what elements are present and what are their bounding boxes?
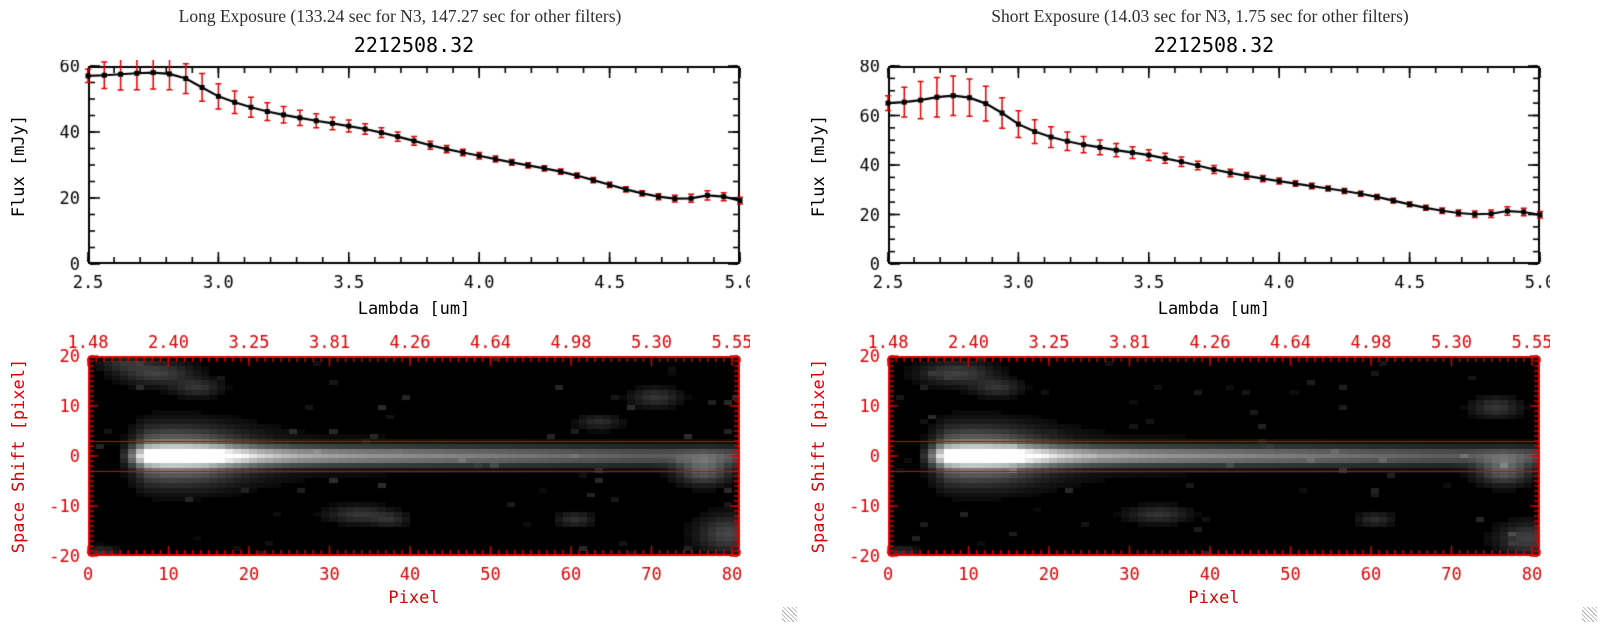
space-shift-axis-label: Space Shift [pixel] <box>9 358 29 554</box>
flux-axis-label: Flux [mJy] <box>9 114 29 218</box>
panel-long-exposure: Long Exposure (133.24 sec for N3, 147.27… <box>9 6 797 622</box>
object-id-title: 2212508.32 <box>353 33 475 57</box>
pixel-axis-label: Pixel <box>1188 588 1240 608</box>
pixel-axis-label: Pixel <box>388 588 440 608</box>
spectrum-plot-canvas-long <box>30 60 750 300</box>
exposure-title: Short Exposure (14.03 sec for N3, 1.75 s… <box>991 6 1409 26</box>
lambda-axis-label: Lambda [um] <box>357 299 471 319</box>
lambda-axis-label: Lambda [um] <box>1157 299 1271 319</box>
spectral-image-canvas-long <box>30 326 750 586</box>
space-shift-axis-label: Space Shift [pixel] <box>809 358 829 554</box>
spectrum-plot-canvas-short <box>830 60 1550 300</box>
object-id-title: 2212508.32 <box>1153 33 1275 57</box>
resize-grip[interactable] <box>1582 607 1597 622</box>
flux-axis-label: Flux [mJy] <box>809 114 829 218</box>
panel-short-exposure: Short Exposure (14.03 sec for N3, 1.75 s… <box>800 0 1600 630</box>
spectral-image-canvas-short <box>830 326 1550 586</box>
resize-grip[interactable] <box>782 607 797 622</box>
exposure-title: Long Exposure (133.24 sec for N3, 147.27… <box>178 6 622 26</box>
